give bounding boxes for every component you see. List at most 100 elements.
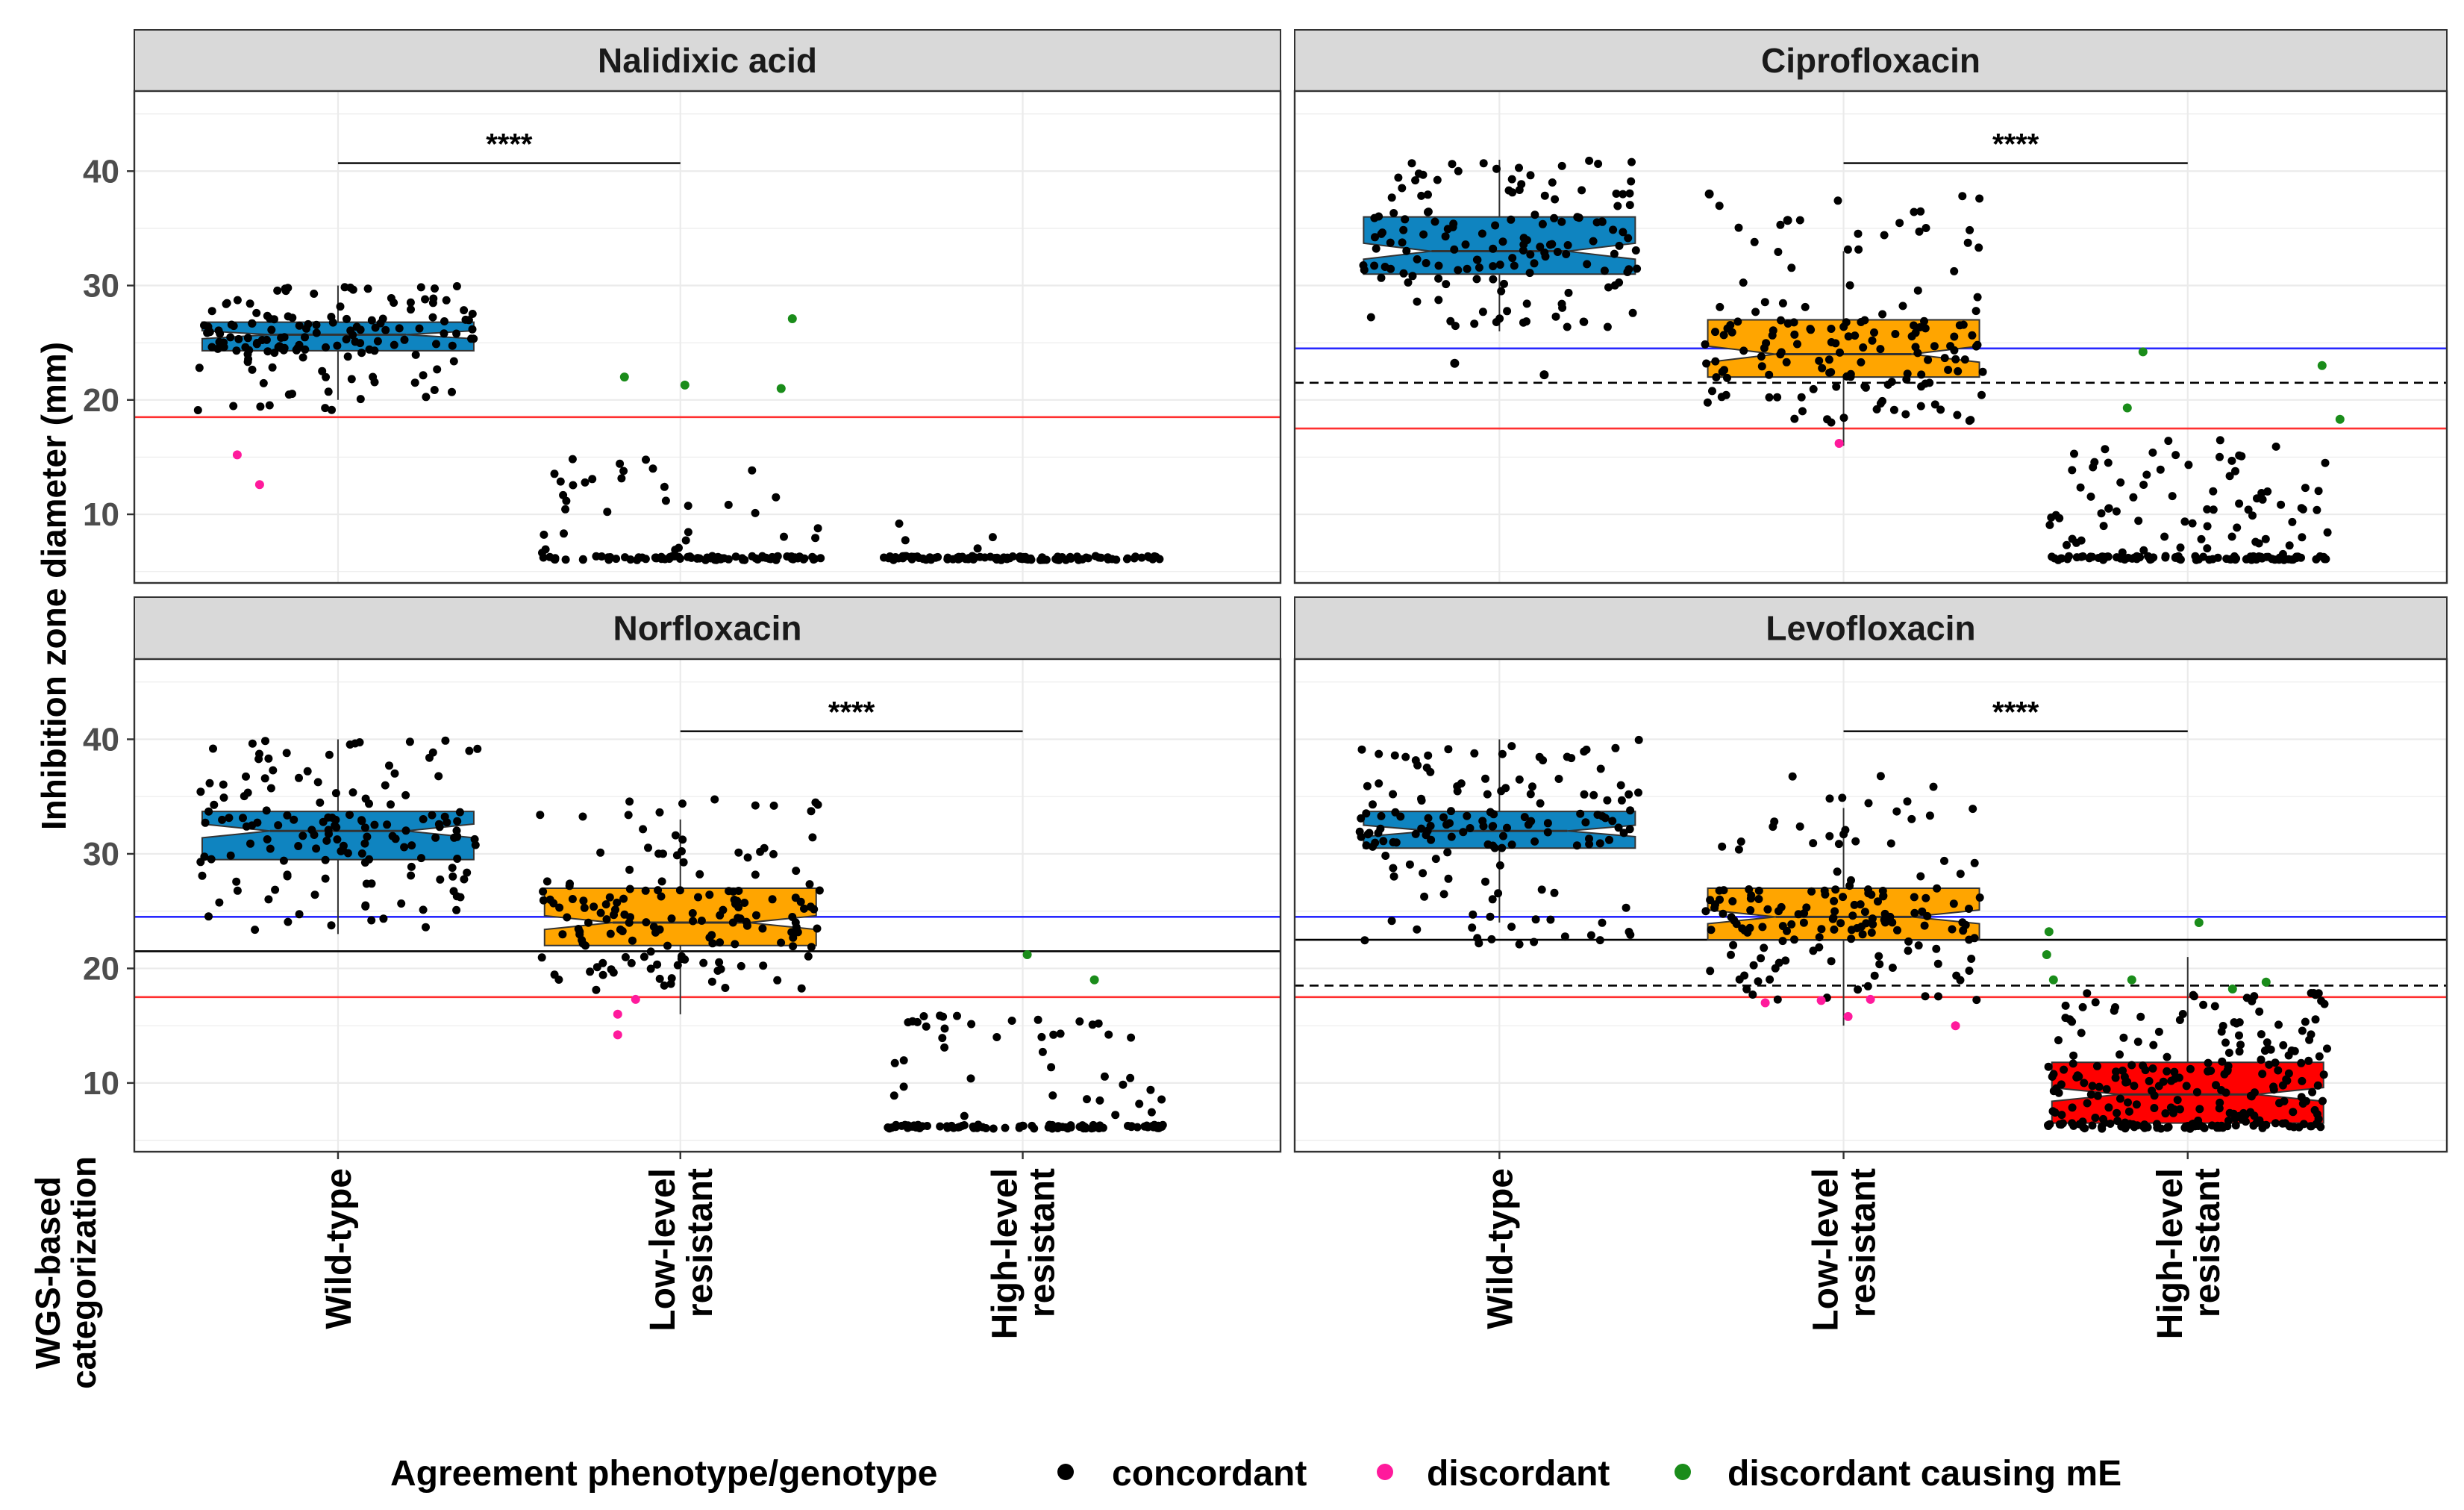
y-tick-label: 40 (83, 721, 119, 758)
data-point (657, 892, 666, 901)
data-point (899, 1056, 908, 1065)
points-high (880, 520, 1164, 564)
data-point (422, 393, 431, 402)
data-point (2258, 1120, 2267, 1129)
data-point (2055, 514, 2064, 522)
data-point (619, 894, 628, 903)
data-point (407, 871, 416, 880)
data-point (953, 1011, 961, 1020)
data-point (1857, 358, 1866, 366)
data-point (601, 900, 610, 909)
data-point (2112, 1067, 2121, 1076)
data-point (1864, 799, 1873, 808)
data-point (743, 853, 752, 862)
data-point (252, 340, 261, 349)
data-point (1491, 221, 1500, 230)
data-point (1424, 208, 1433, 216)
data-point (586, 967, 595, 976)
data-point (1954, 366, 1963, 375)
data-point (2069, 1059, 2077, 1068)
data-point (428, 811, 437, 820)
data-point (1970, 858, 1979, 867)
data-point (542, 877, 551, 886)
data-point (1751, 308, 1760, 316)
data-point (2099, 522, 2108, 531)
data-point (731, 552, 740, 561)
data-point (2083, 1099, 2092, 1108)
data-point (2236, 1041, 2245, 1049)
data-point (592, 985, 601, 994)
data-point (1066, 554, 1075, 563)
data-point (1503, 823, 1511, 832)
data-point (340, 283, 349, 292)
data-point (1757, 954, 1766, 963)
panel-border (1293, 90, 2448, 584)
data-point (310, 290, 319, 298)
data-point (1499, 832, 1507, 840)
data-point (1944, 366, 1953, 374)
data-point-mE (2042, 950, 2051, 959)
data-point (1793, 340, 1801, 349)
data-point (1372, 244, 1380, 253)
data-point (432, 340, 440, 349)
data-point (2164, 437, 2173, 446)
data-point (1827, 418, 1836, 427)
data-point (1719, 909, 1727, 918)
data-point (1971, 307, 1980, 316)
data-point (1557, 217, 1566, 226)
data-point (1765, 393, 1774, 402)
data-point-mE (1022, 950, 1032, 959)
data-point (1716, 302, 1725, 311)
data-point (1701, 907, 1710, 916)
data-point (1424, 190, 1432, 199)
data-point (361, 794, 370, 803)
data-point (2051, 1108, 2060, 1117)
data-point (395, 324, 404, 333)
data-point (603, 508, 612, 517)
data-point (2104, 1103, 2113, 1112)
data-point (2192, 1088, 2201, 1096)
data-point (2244, 505, 2253, 514)
data-point (1794, 910, 1803, 919)
points-wt (1359, 156, 1642, 380)
data-point (1433, 175, 1442, 184)
data-point (2095, 1082, 2104, 1091)
data-point (2077, 1029, 2086, 1038)
data-point (540, 530, 548, 539)
data-point (1717, 393, 1726, 402)
data-point (539, 896, 548, 905)
data-point (559, 490, 568, 499)
data-point (292, 346, 301, 355)
data-point (1758, 923, 1767, 932)
data-point (1930, 342, 1939, 351)
data-point (1609, 225, 1618, 234)
data-point (1790, 935, 1798, 944)
data-point (667, 914, 676, 923)
data-point (2130, 1082, 2139, 1091)
data-point (1920, 316, 1928, 325)
data-point (1799, 918, 1808, 927)
data-point (2163, 1067, 2171, 1076)
data-point (2274, 1020, 2283, 1029)
data-point (1936, 405, 1945, 414)
data-point (411, 350, 420, 359)
data-point (1381, 852, 1390, 860)
data-point (634, 553, 643, 562)
data-point (1427, 835, 1436, 844)
data-point (1399, 269, 1408, 278)
data-point (1360, 936, 1369, 945)
data-point (1426, 767, 1435, 776)
data-point (1850, 900, 1859, 909)
data-point (1001, 1123, 1010, 1132)
data-point (555, 903, 564, 912)
data-point (2308, 1088, 2317, 1096)
y-tick-label: 10 (83, 496, 119, 533)
data-point (769, 801, 778, 810)
data-point (1510, 261, 1519, 270)
data-point (1389, 209, 1398, 217)
data-point (1463, 811, 1472, 820)
data-point (1969, 805, 1977, 814)
data-point (2213, 553, 2222, 562)
data-point (2088, 1082, 2097, 1091)
data-point (1830, 896, 1839, 905)
